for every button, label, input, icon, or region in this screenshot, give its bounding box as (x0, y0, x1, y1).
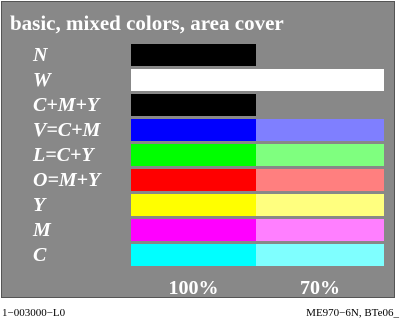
color-bar-70 (256, 144, 384, 166)
color-bar-100 (131, 244, 256, 266)
color-bar-100 (131, 169, 256, 191)
row-label: L=C+Y (33, 144, 94, 166)
row-label: V=C+M (33, 119, 101, 141)
color-bar-70 (256, 219, 384, 241)
row-label: C (33, 244, 47, 266)
color-bar-100 (131, 94, 256, 116)
column-label-70: 70% (300, 277, 340, 299)
color-bar-100 (131, 144, 256, 166)
footer-right: ME970−6N, BTe06_ (306, 307, 399, 319)
color-bar-100 (131, 69, 256, 91)
footer-left: 1−003000−L0 (2, 307, 66, 319)
row-label: C+M+Y (33, 94, 100, 116)
column-label-100: 100% (168, 277, 219, 299)
row-label: O=M+Y (33, 169, 101, 191)
color-bar-100 (131, 119, 256, 141)
panel-title: basic, mixed colors, area cover (10, 11, 284, 35)
color-bar-70 (256, 244, 384, 266)
color-bar-100 (131, 194, 256, 216)
color-panel: basic, mixed colors, area cover N W C+M+Y V… (1, 1, 395, 299)
row-label: N (33, 44, 48, 66)
row-label: M (33, 219, 51, 241)
color-bar-70 (256, 69, 384, 91)
color-bar-70 (256, 119, 384, 141)
row-label: W (33, 69, 51, 91)
row-label: Y (33, 194, 46, 216)
color-bar-100 (131, 44, 256, 66)
color-bar-100 (131, 219, 256, 241)
color-bar-70 (256, 169, 384, 191)
color-bar-70 (256, 194, 384, 216)
